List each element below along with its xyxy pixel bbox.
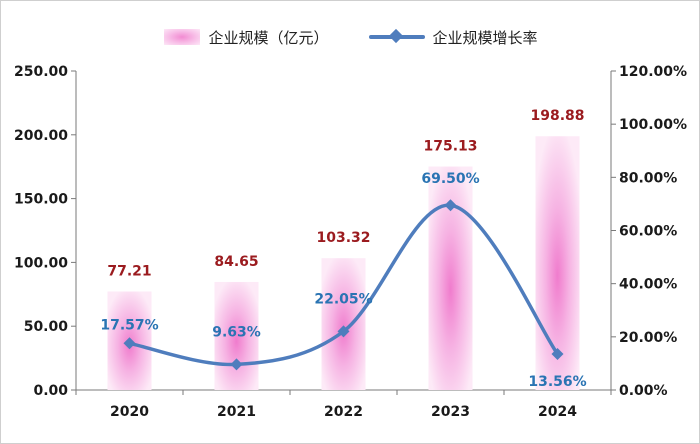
legend-bar-swatch bbox=[164, 29, 201, 45]
line-value-label: 13.56% bbox=[528, 374, 586, 390]
legend-item-line: 企业规模增长率 bbox=[368, 27, 538, 48]
y-right-tick-label: 20.00% bbox=[619, 330, 677, 346]
y-right-tick-label: 0.00% bbox=[619, 383, 668, 399]
line-value-label: 69.50% bbox=[421, 171, 479, 187]
y-left-tick-label: 0.00 bbox=[33, 383, 68, 399]
y-left-tick-label: 250.00 bbox=[14, 64, 68, 80]
bar bbox=[214, 281, 259, 390]
bar-value-label: 84.65 bbox=[214, 254, 258, 270]
line-value-label: 9.63% bbox=[212, 324, 261, 340]
x-tick-label: 2024 bbox=[538, 404, 577, 420]
y-right-tick-label: 100.00% bbox=[619, 117, 687, 133]
line-value-label: 17.57% bbox=[100, 317, 158, 333]
legend: 企业规模（亿元） 企业规模增长率 bbox=[1, 23, 699, 51]
line-point-marker bbox=[551, 347, 564, 360]
bar bbox=[535, 136, 580, 390]
y-left-tick-label: 100.00 bbox=[14, 255, 68, 271]
x-tick-label: 2022 bbox=[324, 404, 363, 420]
bar-value-label: 103.32 bbox=[316, 230, 370, 246]
y-left-tick-label: 200.00 bbox=[14, 128, 68, 144]
line-point-marker bbox=[230, 358, 243, 371]
bar bbox=[321, 258, 366, 390]
x-tick-label: 2023 bbox=[431, 404, 470, 420]
bar-value-label: 198.88 bbox=[530, 108, 584, 124]
bar-value-label: 175.13 bbox=[423, 139, 477, 155]
y-right-tick-label: 40.00% bbox=[619, 277, 677, 293]
line-value-label: 22.05% bbox=[314, 291, 372, 307]
y-left-tick-label: 50.00 bbox=[24, 319, 69, 335]
legend-item-bar: 企业规模（亿元） bbox=[164, 27, 329, 48]
legend-line-swatch bbox=[368, 28, 425, 45]
legend-bar-label: 企业规模（亿元） bbox=[208, 28, 329, 47]
y-right-tick-label: 60.00% bbox=[619, 224, 677, 240]
y-right-tick-label: 120.00% bbox=[619, 64, 687, 80]
y-left-tick-label: 150.00 bbox=[14, 192, 68, 208]
bar-value-label: 77.21 bbox=[107, 263, 151, 279]
line-point-marker bbox=[444, 199, 457, 212]
x-tick-label: 2021 bbox=[217, 404, 256, 420]
growth-line bbox=[129, 203, 559, 367]
y-right-tick-label: 80.00% bbox=[619, 170, 677, 186]
legend-line-label: 企业规模增长率 bbox=[432, 28, 538, 47]
x-tick-label: 2020 bbox=[110, 404, 149, 420]
line-point-marker bbox=[123, 337, 136, 350]
line-point-marker bbox=[337, 325, 350, 338]
